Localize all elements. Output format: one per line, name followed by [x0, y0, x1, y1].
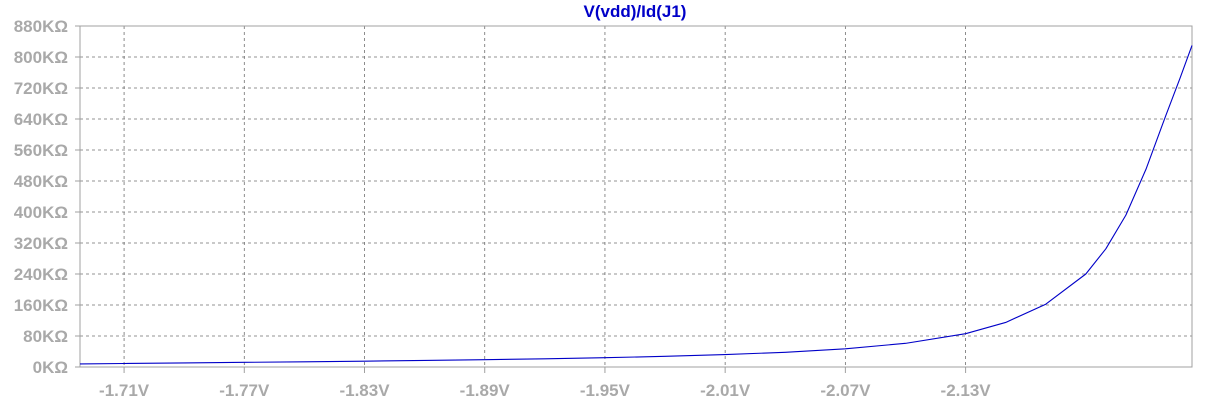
- chart-title: V(vdd)/Id(J1): [584, 2, 687, 21]
- x-tick-label: -1.95V: [580, 381, 631, 400]
- x-tick-label: -1.83V: [339, 381, 390, 400]
- y-tick-label: 640KΩ: [14, 110, 68, 129]
- x-tick-label: -1.71V: [99, 381, 150, 400]
- x-tick-label: -2.01V: [700, 381, 751, 400]
- grid-layer: [80, 26, 1192, 367]
- y-tick-label: 720KΩ: [14, 79, 68, 98]
- x-axis: -1.71V -1.77V -1.83V -1.89V -1.95V -2.01V -2.0…: [99, 367, 991, 400]
- series-line-0: [79, 45, 1193, 365]
- y-tick-label: 480KΩ: [14, 172, 68, 191]
- y-tick-label: 0KΩ: [33, 358, 68, 377]
- x-tick-label: -2.13V: [941, 381, 992, 400]
- y-tick-label: 240KΩ: [14, 265, 68, 284]
- y-tick-label: 320KΩ: [14, 234, 68, 253]
- y-axis: 0KΩ 80KΩ 160KΩ 240KΩ 320KΩ 400KΩ 480KΩ 560KΩ 640…: [14, 17, 80, 377]
- x-tick-label: -1.89V: [460, 381, 511, 400]
- y-tick-label: 560KΩ: [14, 141, 68, 160]
- y-tick-label: 800KΩ: [14, 48, 68, 67]
- series-layer: [79, 45, 1193, 365]
- y-tick-label: 80KΩ: [23, 327, 68, 346]
- y-tick-label: 880KΩ: [14, 17, 68, 36]
- x-tick-label: -2.07V: [820, 381, 871, 400]
- y-tick-label: 160KΩ: [14, 296, 68, 315]
- x-tick-label: -1.77V: [219, 381, 270, 400]
- y-tick-label: 400KΩ: [14, 203, 68, 222]
- plot-frame: [79, 25, 1193, 368]
